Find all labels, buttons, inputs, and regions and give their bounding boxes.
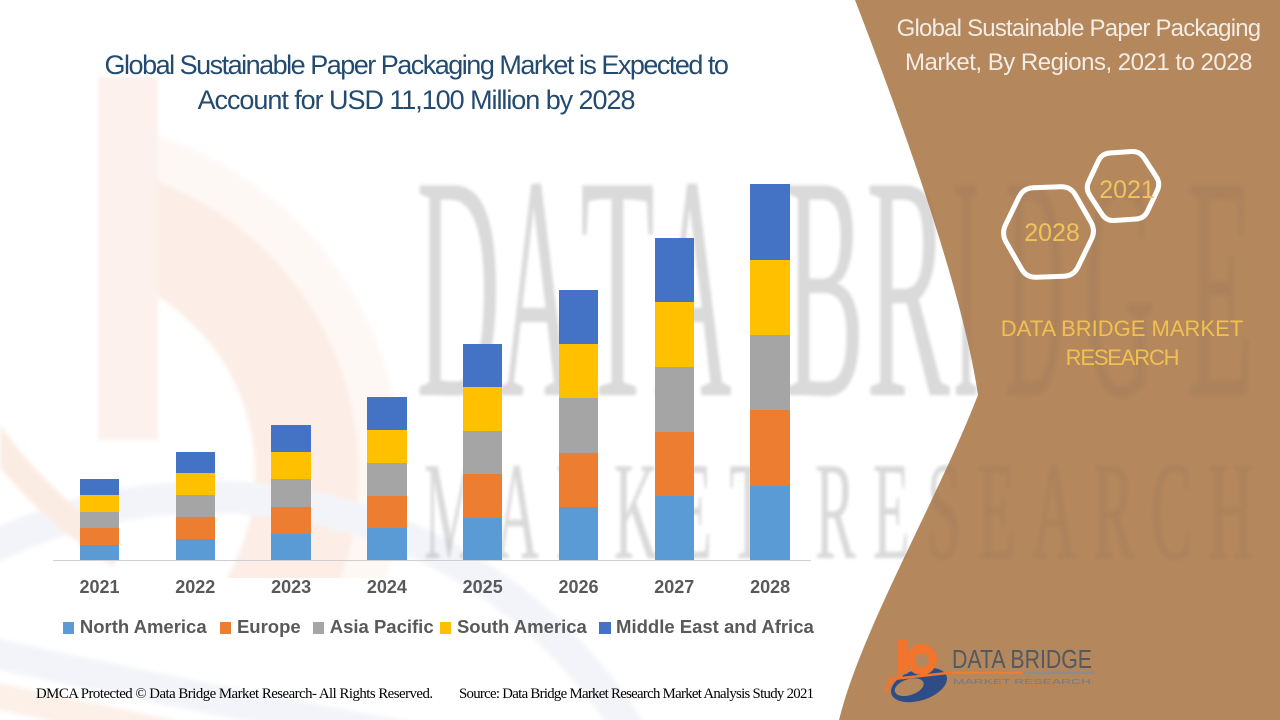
- svg-text:B: B: [784, 112, 864, 465]
- svg-text:MARKET RESEARCH: MARKET RESEARCH: [424, 434, 1270, 589]
- svg-text:E: E: [1187, 110, 1253, 465]
- svg-text:R: R: [866, 109, 950, 464]
- svg-text:B: B: [784, 112, 864, 465]
- svg-text:I: I: [953, 112, 979, 465]
- svg-text:DATA BRIDGE: DATA BRIDGE: [952, 646, 1092, 674]
- svg-text:D: D: [1006, 110, 1065, 465]
- svg-text:MARKET RESEARCH: MARKET RESEARCH: [953, 677, 1091, 686]
